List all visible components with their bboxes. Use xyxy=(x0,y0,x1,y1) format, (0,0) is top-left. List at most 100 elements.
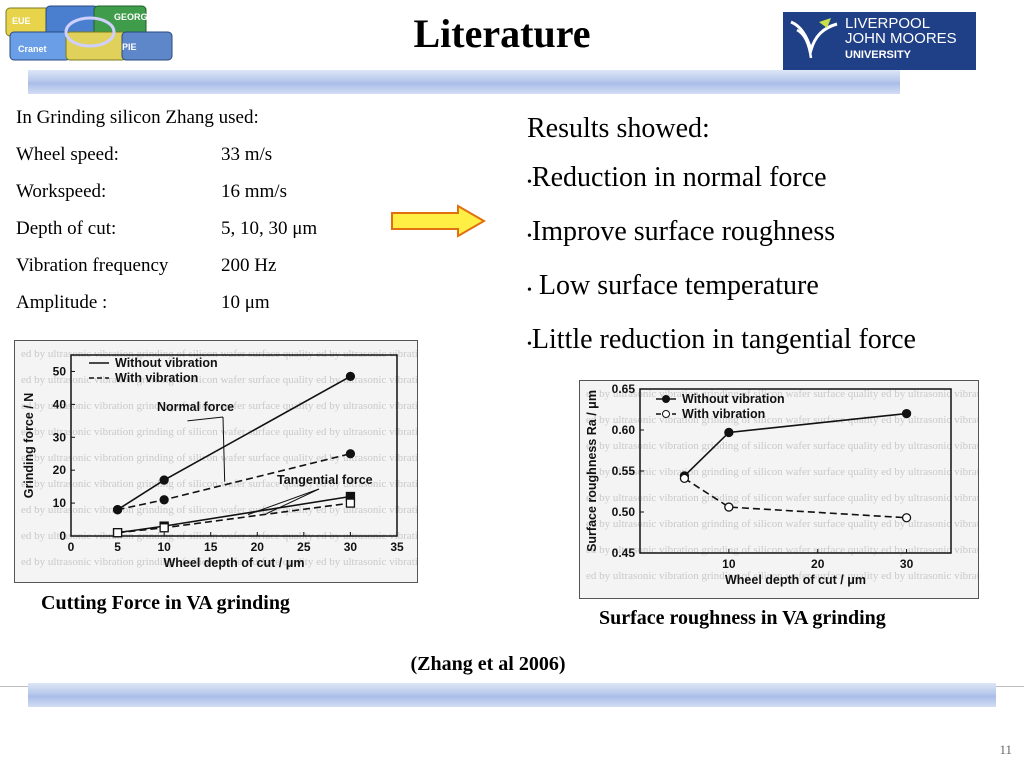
bullet: • xyxy=(527,337,532,352)
bleed-through-text: ed by ultrasonic vibration grinding of s… xyxy=(21,452,417,464)
logo-word-4: Cranet xyxy=(18,44,47,54)
footer-band xyxy=(28,683,996,707)
data-point xyxy=(159,475,169,485)
data-point xyxy=(159,495,169,505)
param-value: 16 mm/s xyxy=(221,181,287,202)
data-point xyxy=(901,513,912,523)
x-tick-label: 20 xyxy=(251,540,265,554)
param-row: Amplitude : 10 μm xyxy=(16,284,317,321)
data-point xyxy=(345,371,356,382)
param-label: Wheel speed: xyxy=(16,144,119,165)
result-item: •Improve surface roughness xyxy=(527,216,836,247)
y-tick-label: 10 xyxy=(53,496,67,510)
logo-line-2: JOHN MOORES xyxy=(845,30,957,47)
x-tick-label: 30 xyxy=(344,540,358,554)
bleed-through-text: ed by ultrasonic vibration grinding of s… xyxy=(21,348,417,360)
y-tick-label: 0.55 xyxy=(612,464,636,478)
citation: (Zhang et al 2006) xyxy=(410,653,566,675)
x-tick-label: 25 xyxy=(297,540,311,554)
slide-title: Literature xyxy=(413,11,591,56)
annotation-pointer xyxy=(222,416,226,482)
logo-word-2: GEORG xyxy=(114,12,148,22)
bullet: • xyxy=(527,175,532,190)
data-point xyxy=(724,427,734,438)
plot-frame xyxy=(70,354,398,537)
param-value: 5, 10, 30 μm xyxy=(221,218,318,239)
bleed-through-text: ed by ultrasonic vibration grinding of s… xyxy=(586,492,978,504)
param-label: Amplitude : xyxy=(16,292,108,313)
data-point xyxy=(679,473,690,484)
bullet: • xyxy=(527,229,532,244)
surface-roughness-chart: ed by ultrasonic vibration grinding of s… xyxy=(579,380,979,599)
y-tick-label: 0.65 xyxy=(612,382,636,396)
data-point xyxy=(345,449,356,459)
y-axis-label: Grinding force / N xyxy=(22,393,36,499)
results-heading: Results showed: xyxy=(527,113,710,144)
data-point xyxy=(724,502,734,512)
y-tick-label: 50 xyxy=(53,364,67,378)
x-tick-label: 15 xyxy=(204,540,218,554)
logo-line-3: UNIVERSITY xyxy=(845,49,912,61)
data-point xyxy=(345,498,356,508)
params-intro: In Grinding silicon Zhang used: xyxy=(16,107,259,128)
x-tick-label: 0 xyxy=(68,540,75,554)
bleed-through-text: ed by ultrasonic vibration grinding of s… xyxy=(21,374,417,386)
bleed-through-text: ed by ultrasonic vibration grinding of s… xyxy=(21,478,417,490)
param-label: Depth of cut: xyxy=(16,218,117,239)
annotation-pointer xyxy=(247,488,320,516)
data-point xyxy=(159,523,169,533)
param-label: Vibration frequency xyxy=(16,255,169,276)
result-item: •Little reduction in tangential force xyxy=(527,324,916,355)
logo-line-1: LIVERPOOL xyxy=(845,15,931,32)
result-item: •Reduction in normal force xyxy=(527,162,827,193)
annotation-pointer xyxy=(187,416,224,422)
param-row: Workspeed: 16 mm/s xyxy=(16,173,317,210)
result-item: • Low surface temperature xyxy=(527,270,819,301)
annotation-pointer xyxy=(266,488,320,515)
bleed-through-text: ed by ultrasonic vibration grinding of s… xyxy=(21,400,417,412)
y-axis-label: Surface roughness Ra / μm xyxy=(585,390,599,552)
bleed-through-text: ed by ultrasonic vibration grinding of s… xyxy=(586,544,978,556)
x-tick-label: 5 xyxy=(114,540,121,554)
y-tick-label: 20 xyxy=(53,463,67,477)
x-tick-label: 10 xyxy=(157,540,171,554)
x-tick-label: 20 xyxy=(811,557,825,571)
university-logo: LIVERPOOL JOHN MOORES UNIVERSITY xyxy=(783,12,976,70)
bleed-through-text: ed by ultrasonic vibration grinding of s… xyxy=(586,570,978,582)
y-tick-label: 0.60 xyxy=(612,423,636,437)
bleed-through-text: ed by ultrasonic vibration grinding of s… xyxy=(586,440,978,452)
bird-emblem-icon xyxy=(790,18,838,59)
logo-word-3: PIE xyxy=(122,42,137,52)
conference-logo: EUE GEORG PIE Cranet xyxy=(2,2,182,68)
header-band xyxy=(28,70,900,94)
x-axis-label: Wheel depth of cut / μm xyxy=(725,573,866,587)
bleed-through-text: ed by ultrasonic vibration grinding of s… xyxy=(586,388,978,400)
legend-label: Without vibration xyxy=(682,392,785,406)
bleed-through-text: ed by ultrasonic vibration grinding of s… xyxy=(586,518,978,530)
x-tick-label: 10 xyxy=(722,557,736,571)
param-value: 200 Hz xyxy=(221,255,277,276)
data-point xyxy=(901,408,912,419)
surface-roughness-caption: Surface roughness in VA grinding xyxy=(599,607,886,629)
param-row: Wheel speed: 33 m/s xyxy=(16,136,317,173)
legend-marker xyxy=(662,410,670,418)
data-point xyxy=(112,505,123,515)
param-row: Depth of cut: 5, 10, 30 μm xyxy=(16,210,317,247)
cutting-force-chart: ed by ultrasonic vibration grinding of s… xyxy=(14,340,418,583)
grinding-parameters: In Grinding silicon Zhang used: Wheel sp… xyxy=(16,99,317,321)
param-value: 10 μm xyxy=(221,292,270,313)
x-axis-label: Wheel depth of cut / μm xyxy=(164,556,305,570)
annotation-normal-force: Normal force xyxy=(157,400,234,414)
bleed-through-text: ed by ultrasonic vibration grinding of s… xyxy=(586,466,978,478)
data-point xyxy=(112,528,123,538)
cutting-force-caption: Cutting Force in VA grinding xyxy=(41,592,290,614)
y-tick-label: 0.45 xyxy=(612,546,636,560)
x-tick-label: 35 xyxy=(390,540,404,554)
bleed-through-text: ed by ultrasonic vibration grinding of s… xyxy=(21,556,417,568)
logo-word-1: EUE xyxy=(12,16,31,26)
x-tick-label: 30 xyxy=(900,557,914,571)
legend-label: With vibration xyxy=(682,407,765,421)
page-number: 11 xyxy=(999,742,1012,757)
y-tick-label: 0.50 xyxy=(612,505,636,519)
param-label: Workspeed: xyxy=(16,181,107,202)
